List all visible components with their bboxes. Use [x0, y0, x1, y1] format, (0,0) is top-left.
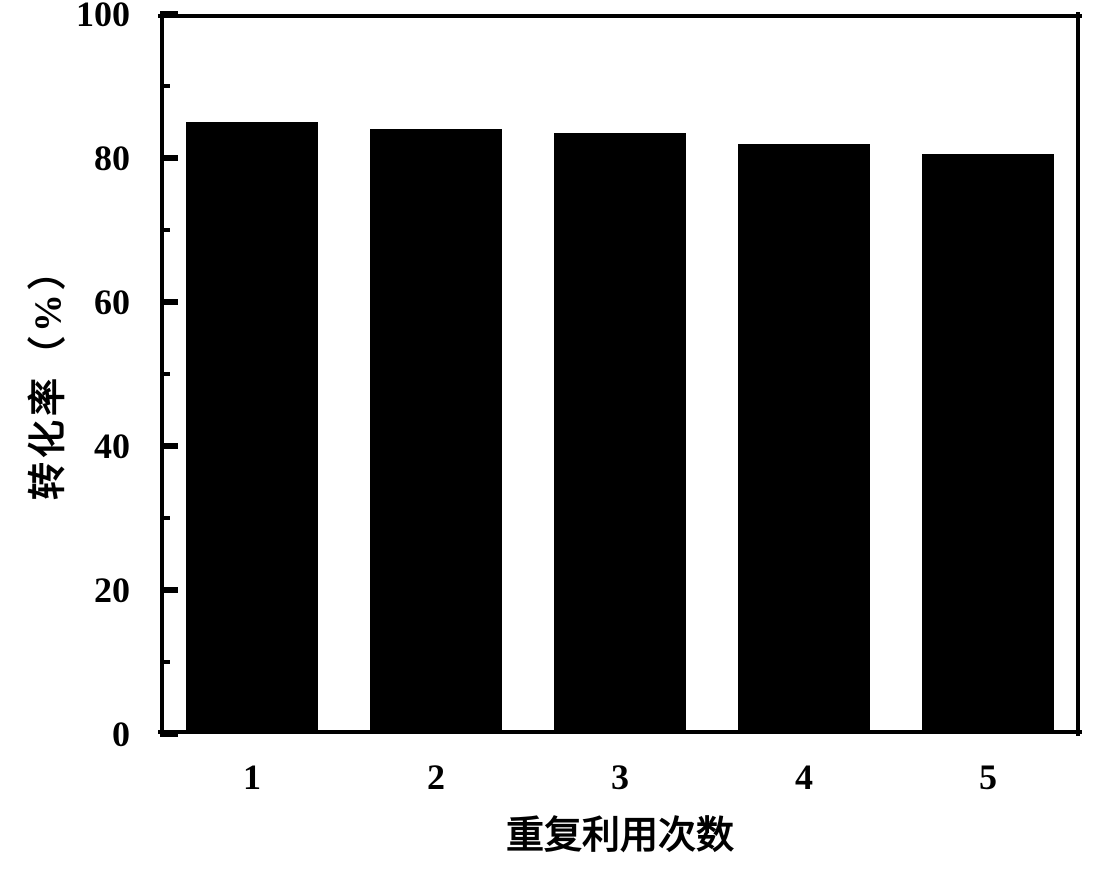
y-tick-label: 60: [94, 281, 130, 323]
x-tick-label: 3: [611, 756, 629, 798]
y-axis-title: 转化率（%）: [17, 248, 72, 500]
x-tick-label: 2: [427, 756, 445, 798]
x-axis-title: 重复利用次数: [506, 804, 734, 859]
y-tick: [160, 155, 178, 161]
y-tick: [160, 731, 178, 737]
y-tick-label: 40: [94, 425, 130, 467]
y-tick: [160, 299, 178, 305]
y-minor-tick: [160, 228, 170, 232]
x-tick-label: 4: [795, 756, 813, 798]
y-tick-label: 80: [94, 137, 130, 179]
y-minor-tick: [160, 660, 170, 664]
x-tick-label: 5: [979, 756, 997, 798]
x-tick: [985, 720, 991, 734]
y-minor-tick: [160, 516, 170, 520]
bar: [186, 122, 318, 734]
bar: [922, 154, 1054, 734]
x-tick: [249, 720, 255, 734]
y-tick: [160, 587, 178, 593]
y-tick: [160, 443, 178, 449]
y-tick: [160, 11, 178, 17]
x-tick: [801, 720, 807, 734]
x-tick: [617, 720, 623, 734]
top-axis-line: [158, 14, 1082, 18]
right-axis-line: [1076, 12, 1080, 736]
bar: [738, 144, 870, 734]
x-tick-label: 1: [243, 756, 261, 798]
bar: [554, 133, 686, 734]
y-tick-label: 100: [76, 0, 130, 35]
y-minor-tick: [160, 84, 170, 88]
y-tick-label: 20: [94, 569, 130, 611]
y-tick-label: 0: [112, 713, 130, 755]
bar-chart: 转化率（%） 重复利用次数 0 20 40 60 80 100 1 2 3 4 5: [0, 0, 1115, 871]
y-minor-tick: [160, 372, 170, 376]
bar: [370, 129, 502, 734]
x-tick: [433, 720, 439, 734]
